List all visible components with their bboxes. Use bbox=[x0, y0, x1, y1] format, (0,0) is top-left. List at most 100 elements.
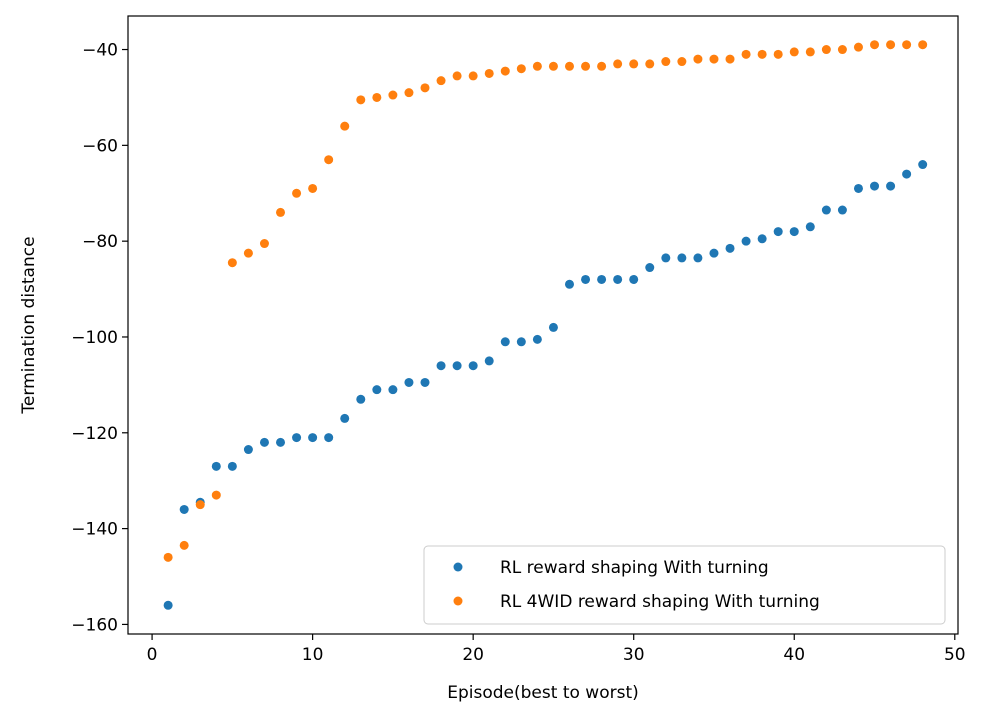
data-point bbox=[677, 253, 687, 263]
data-point bbox=[308, 433, 318, 443]
data-point bbox=[292, 433, 302, 443]
data-point bbox=[709, 54, 719, 64]
data-point bbox=[837, 45, 847, 55]
legend-label-series-1: RL reward shaping With turning bbox=[500, 558, 769, 578]
data-point bbox=[452, 361, 462, 371]
data-point bbox=[532, 334, 542, 344]
data-point bbox=[276, 207, 286, 217]
data-point bbox=[757, 234, 767, 244]
y-tick-label: −80 bbox=[82, 232, 118, 252]
data-point bbox=[211, 490, 221, 500]
data-point bbox=[564, 61, 574, 71]
data-point bbox=[292, 188, 302, 198]
data-point bbox=[645, 59, 655, 69]
data-point bbox=[902, 40, 912, 50]
y-tick-label: −120 bbox=[71, 424, 118, 444]
data-point bbox=[918, 40, 928, 50]
y-tick-label: −40 bbox=[82, 41, 118, 61]
y-tick-label: −100 bbox=[71, 328, 118, 348]
data-point bbox=[388, 90, 398, 100]
data-point bbox=[597, 274, 607, 284]
data-point bbox=[741, 236, 751, 246]
data-point bbox=[340, 121, 350, 131]
data-point bbox=[886, 40, 896, 50]
data-point bbox=[500, 66, 510, 76]
data-point bbox=[259, 437, 269, 447]
data-point bbox=[211, 461, 221, 471]
y-tick-label: −140 bbox=[71, 520, 118, 540]
data-point bbox=[436, 76, 446, 86]
data-point bbox=[163, 552, 173, 562]
data-point bbox=[227, 258, 237, 268]
data-point bbox=[500, 337, 510, 347]
legend-marker-series-1 bbox=[453, 562, 463, 572]
series-1 bbox=[163, 160, 928, 610]
data-point bbox=[805, 47, 815, 57]
data-point bbox=[468, 71, 478, 81]
series-2 bbox=[163, 40, 928, 562]
data-point bbox=[452, 71, 462, 81]
x-axis-ticks: 0 10 20 30 40 50 bbox=[147, 634, 966, 665]
data-point bbox=[468, 361, 478, 371]
data-point bbox=[629, 59, 639, 69]
data-point bbox=[773, 227, 783, 237]
data-point bbox=[163, 600, 173, 610]
data-point bbox=[645, 263, 655, 273]
data-point bbox=[902, 169, 912, 179]
data-point bbox=[388, 385, 398, 395]
data-point bbox=[677, 57, 687, 67]
data-point bbox=[195, 500, 205, 510]
data-point bbox=[324, 433, 334, 443]
legend-marker-series-2 bbox=[453, 596, 463, 606]
x-tick-label: 0 bbox=[147, 645, 158, 665]
plot-frame bbox=[127, 15, 959, 635]
x-tick-label: 40 bbox=[783, 645, 805, 665]
y-axis-label: Termination distance bbox=[19, 236, 39, 414]
data-point bbox=[372, 385, 382, 395]
data-point bbox=[436, 361, 446, 371]
data-point bbox=[789, 47, 799, 57]
data-point bbox=[420, 377, 430, 387]
legend-label-series-2: RL 4WID reward shaping With turning bbox=[500, 592, 820, 612]
x-tick-label: 20 bbox=[462, 645, 484, 665]
x-tick-label: 30 bbox=[623, 645, 645, 665]
data-point bbox=[853, 183, 863, 193]
data-point bbox=[789, 227, 799, 237]
data-point bbox=[741, 49, 751, 59]
data-point bbox=[356, 95, 366, 105]
data-point bbox=[484, 68, 494, 78]
data-point bbox=[548, 61, 558, 71]
data-point bbox=[404, 88, 414, 98]
data-point bbox=[661, 253, 671, 263]
data-point bbox=[548, 322, 558, 332]
data-point bbox=[259, 239, 269, 249]
data-point bbox=[757, 49, 767, 59]
x-axis-label: Episode(best to worst) bbox=[447, 683, 639, 703]
data-point bbox=[532, 61, 542, 71]
data-point bbox=[613, 59, 623, 69]
plot-points bbox=[163, 40, 928, 610]
data-point bbox=[629, 274, 639, 284]
legend-box bbox=[423, 545, 946, 625]
data-point bbox=[821, 205, 831, 215]
data-point bbox=[404, 377, 414, 387]
data-point bbox=[581, 274, 591, 284]
data-point bbox=[693, 54, 703, 64]
data-point bbox=[276, 437, 286, 447]
legend: RL reward shaping With turning RL 4WID r… bbox=[423, 545, 946, 625]
data-point bbox=[870, 181, 880, 191]
x-tick-label: 10 bbox=[302, 645, 324, 665]
data-point bbox=[324, 155, 334, 165]
data-point bbox=[773, 49, 783, 59]
y-axis-ticks: −160 −140 −120 −100 −80 −60 −40 bbox=[71, 41, 128, 635]
data-point bbox=[581, 61, 591, 71]
data-point bbox=[709, 248, 719, 258]
data-point bbox=[484, 356, 494, 366]
data-point bbox=[420, 83, 430, 93]
data-point bbox=[886, 181, 896, 191]
y-tick-label: −160 bbox=[71, 615, 118, 635]
data-point bbox=[356, 394, 366, 404]
data-point bbox=[870, 40, 880, 50]
data-point bbox=[693, 253, 703, 263]
